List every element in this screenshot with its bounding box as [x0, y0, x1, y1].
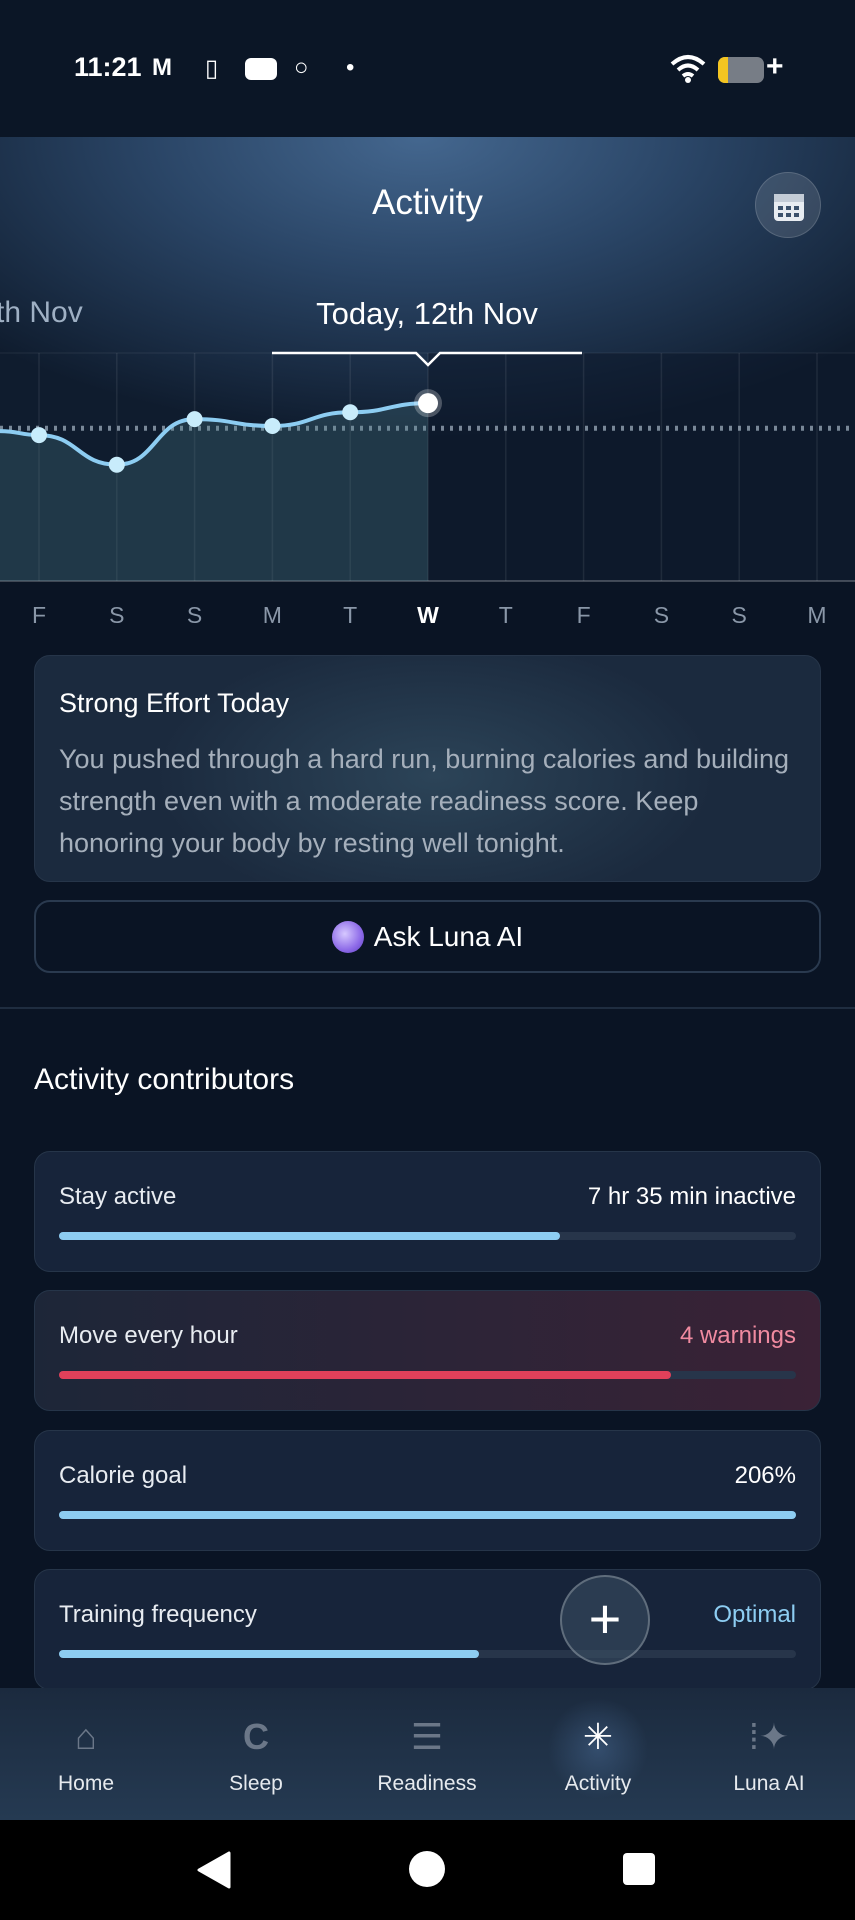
calendar-icon [774, 194, 804, 221]
nav-label: Sleep [229, 1772, 283, 1795]
data-point [342, 404, 359, 421]
day-label[interactable]: T [343, 602, 358, 628]
home-button[interactable] [409, 1851, 445, 1887]
future-region [428, 353, 855, 581]
recents-button[interactable] [623, 1853, 655, 1885]
progress-fill [59, 1650, 480, 1658]
youtube-icon [245, 58, 277, 80]
nav-item-activity[interactable]: ✳ Activity [513, 1688, 683, 1820]
calendar-button[interactable] [755, 172, 821, 238]
page-title: Activity [372, 183, 483, 222]
add-button[interactable]: + [560, 1575, 650, 1665]
selection-marker [272, 351, 582, 367]
chart-area [0, 403, 428, 581]
nav-item-sleep[interactable]: C Sleep [171, 1688, 341, 1820]
data-point [31, 427, 47, 444]
ask-luna-label: Ask Luna AI [373, 920, 524, 952]
progress-fill [59, 1232, 561, 1240]
day-label[interactable]: M [262, 602, 282, 628]
nav-label: Activity [564, 1772, 632, 1795]
moon-icon: C [243, 1716, 269, 1757]
ask-luna-button[interactable]: Ask Luna AI [34, 900, 821, 973]
selected-data-point [418, 393, 438, 414]
nav-item-readiness[interactable]: ☰ Readiness [342, 1688, 512, 1820]
clock: 11:21 [74, 52, 142, 82]
battery-icon [718, 57, 764, 83]
contributor-value: 4 warnings [679, 1322, 796, 1349]
day-label[interactable]: W [417, 602, 439, 628]
day-label[interactable]: S [731, 602, 747, 628]
nav-label: Readiness [377, 1772, 477, 1795]
selected-date-label: Today, 12th Nov [316, 296, 538, 331]
luna-orb-icon [331, 920, 364, 953]
sparkle-icon: ⁞✦ [748, 1716, 790, 1757]
contributor-value: 206% [734, 1462, 796, 1489]
contributor-label: Move every hour [59, 1322, 238, 1349]
oura-icon: ○ [294, 54, 309, 81]
day-label[interactable]: S [109, 602, 125, 628]
contributor-progress-bar [59, 1511, 796, 1519]
contributor-card[interactable]: Training frequency Optimal [34, 1569, 821, 1690]
dot-icon: • [346, 54, 355, 81]
asterisk-icon: ✳ [582, 1716, 614, 1757]
sunrise-icon: ☰ [410, 1716, 444, 1757]
day-label[interactable]: F [31, 602, 47, 628]
nav-item-home[interactable]: ⌂ Home [1, 1688, 171, 1820]
nav-label: Home [57, 1772, 115, 1795]
divider [0, 1007, 855, 1009]
contributor-label: Training frequency [59, 1601, 257, 1628]
system-nav-bar [0, 1820, 855, 1920]
progress-fill [59, 1511, 796, 1519]
day-label[interactable]: F [576, 602, 591, 628]
contributor-card[interactable]: Calorie goal 206% [34, 1430, 821, 1551]
section-title: Activity contributors [34, 1063, 295, 1096]
data-point [186, 411, 203, 428]
nav-item-luna-ai[interactable]: ⁞✦ Luna AI [684, 1688, 854, 1820]
data-point [264, 417, 281, 434]
gmail-icon: M [152, 54, 172, 81]
bottom-nav: ⌂ Home C Sleep ☰ Readiness ✳ Activity ⁞✦ Lun… [0, 1688, 855, 1820]
contributor-card[interactable]: Stay active 7 hr 35 min inactive [34, 1151, 821, 1272]
contributor-card[interactable]: Move every hour 4 warnings [34, 1290, 821, 1411]
contributor-value: 7 hr 35 min inactive [587, 1183, 796, 1210]
contributor-label: Calorie goal [59, 1462, 188, 1489]
insight-card: Strong Effort Today You pushed through a… [34, 655, 821, 882]
charging-plus-icon: + [766, 50, 784, 83]
day-label[interactable]: M [807, 602, 827, 628]
progress-fill [59, 1371, 671, 1379]
day-label[interactable]: S [653, 602, 670, 628]
back-button[interactable] [195, 1851, 231, 1889]
day-label[interactable]: T [498, 602, 513, 628]
home-icon: ⌂ [75, 1716, 97, 1757]
contributor-progress-bar [59, 1371, 796, 1379]
insight-title: Strong Effort Today [59, 688, 290, 718]
battery-saver-icon: ▯ [205, 55, 219, 82]
data-point [108, 456, 125, 473]
contributor-label: Stay active [59, 1183, 177, 1210]
plus-icon: + [588, 1587, 622, 1650]
nav-label: Luna AI [733, 1772, 805, 1795]
contributor-progress-bar [59, 1650, 796, 1658]
wifi-icon [670, 55, 706, 83]
insight-body: You pushed through a hard run, burning c… [59, 744, 790, 858]
contributor-value: Optimal [713, 1601, 796, 1628]
contributor-progress-bar [59, 1232, 796, 1240]
activity-chart[interactable] [0, 340, 855, 640]
status-bar: 11:21 M ▯ ○ • + [0, 0, 855, 137]
previous-date-label[interactable]: th Nov [0, 296, 83, 329]
day-label[interactable]: S [186, 602, 203, 628]
